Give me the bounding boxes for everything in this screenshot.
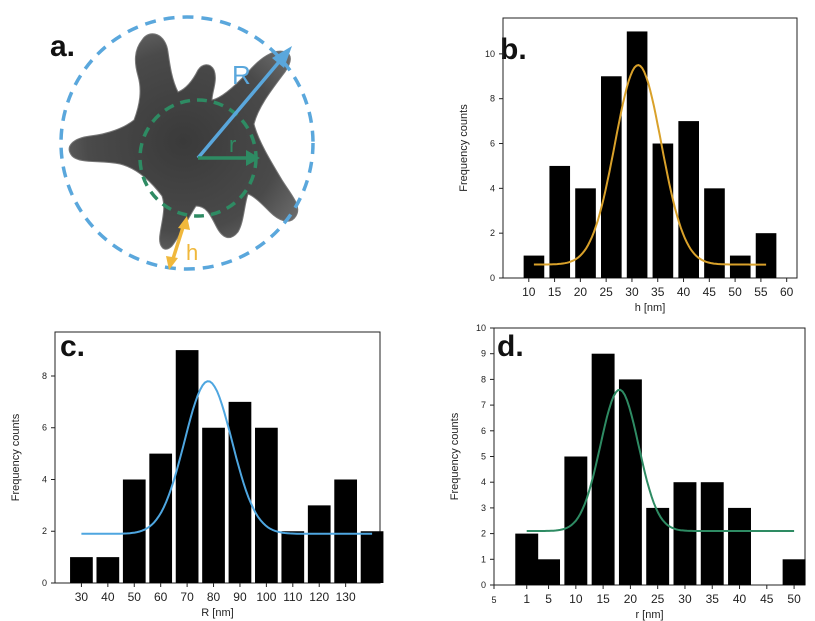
plot-frame-b bbox=[502, 17, 798, 279]
x-tick-label-c-9: 120 bbox=[309, 590, 329, 604]
x-tick-label-b-5: 35 bbox=[651, 285, 665, 299]
y-axis-label-c: Frequency counts bbox=[10, 413, 22, 501]
panel-b-letter: b. bbox=[500, 33, 527, 66]
x-tick-label-d-3: 10 bbox=[569, 592, 583, 606]
fit-curve-c bbox=[81, 380, 373, 535]
x-tick-label-b-7: 45 bbox=[703, 285, 717, 299]
bar-c-3 bbox=[149, 453, 173, 583]
x-tick-label-c-7: 100 bbox=[256, 590, 276, 604]
y-tick-label-c-2: 4 bbox=[42, 474, 47, 484]
bar-c-5 bbox=[202, 427, 225, 583]
bar-b-9 bbox=[755, 233, 777, 278]
bar-c-1 bbox=[96, 557, 120, 583]
bar-d-5 bbox=[646, 507, 670, 585]
y-tick-label-c-3: 6 bbox=[42, 423, 47, 433]
y-tick-label-b-5: 10 bbox=[485, 49, 495, 59]
y-tick-label-b-1: 2 bbox=[490, 228, 495, 238]
y-tick-label-d-1: 1 bbox=[481, 554, 486, 564]
y-axis-label-b: Frequency counts bbox=[458, 104, 470, 192]
x-tick-label-c-6: 90 bbox=[233, 590, 247, 604]
bar-c-0 bbox=[70, 557, 93, 583]
x-tick-label-d-1: 1 bbox=[523, 592, 530, 606]
x-axis-label-b: h [nm] bbox=[635, 302, 666, 314]
x-tick-label-b-9: 55 bbox=[754, 285, 768, 299]
x-tick-label-c-1: 40 bbox=[101, 590, 115, 604]
x-tick-label-d-2: 5 bbox=[545, 592, 552, 606]
bar-c-7 bbox=[255, 427, 278, 583]
y-tick-label-d-6: 6 bbox=[481, 426, 486, 436]
x-tick-label-d-9: 40 bbox=[733, 592, 747, 606]
panel-d-letter: d. bbox=[497, 330, 524, 363]
y-tick-label-d-0: 0 bbox=[481, 580, 486, 590]
y-tick-label-c-4: 8 bbox=[42, 371, 47, 381]
bar-c-10 bbox=[334, 479, 358, 583]
y-tick-label-b-4: 8 bbox=[490, 94, 495, 104]
x-tick-label-b-0: 10 bbox=[522, 285, 536, 299]
x-tick-label-c-4: 70 bbox=[180, 590, 194, 604]
bar-c-9 bbox=[307, 505, 331, 583]
bar-d-6 bbox=[673, 482, 697, 585]
x-tick-label-d-8: 35 bbox=[706, 592, 720, 606]
y-tick-label-d-3: 3 bbox=[481, 503, 486, 513]
y-tick-label-b-3: 6 bbox=[490, 139, 495, 149]
fit-curve-d bbox=[526, 388, 795, 532]
x-tick-label-b-3: 25 bbox=[599, 285, 613, 299]
x-tick-label-c-5: 80 bbox=[207, 590, 221, 604]
y-tick-label-c-0: 0 bbox=[42, 578, 47, 588]
bar-c-11 bbox=[360, 531, 384, 583]
x-tick-label-d-5: 20 bbox=[624, 592, 638, 606]
x-tick-label-d-10: 45 bbox=[760, 592, 774, 606]
x-tick-label-c-10: 130 bbox=[336, 590, 356, 604]
x-tick-label-c-0: 30 bbox=[75, 590, 89, 604]
fit-curve-b bbox=[533, 64, 767, 266]
y-axis-label-d: Frequency counts bbox=[449, 412, 461, 500]
bar-b-1 bbox=[549, 165, 571, 278]
y-tick-label-d-4: 4 bbox=[481, 477, 486, 487]
bar-c-8 bbox=[281, 531, 305, 583]
y-tick-label-d-9: 9 bbox=[481, 349, 486, 359]
x-tick-label-d-6: 25 bbox=[651, 592, 665, 606]
bar-d-7 bbox=[700, 482, 724, 585]
y-tick-label-d-2: 2 bbox=[481, 529, 486, 539]
y-tick-label-d-5: 5 bbox=[481, 452, 486, 462]
bar-d-10 bbox=[782, 559, 806, 585]
bar-b-7 bbox=[704, 188, 725, 278]
bar-b-4 bbox=[626, 31, 648, 279]
x-tick-label-c-2: 50 bbox=[128, 590, 142, 604]
x-tick-label-d-4: 15 bbox=[596, 592, 610, 606]
x-tick-label-c-3: 60 bbox=[154, 590, 168, 604]
x-tick-label-d-0: 5 bbox=[491, 595, 496, 605]
y-tick-label-c-1: 2 bbox=[42, 526, 47, 536]
bar-d-1 bbox=[537, 559, 561, 585]
x-tick-label-b-10: 60 bbox=[780, 285, 794, 299]
bar-b-8 bbox=[729, 255, 751, 278]
x-tick-label-d-11: 50 bbox=[787, 592, 801, 606]
bar-d-0 bbox=[515, 533, 539, 585]
y-tick-label-b-0: 0 bbox=[490, 273, 495, 283]
x-axis-label-d: r [nm] bbox=[635, 609, 663, 621]
x-axis-label-c: R [nm] bbox=[201, 607, 233, 619]
y-tick-label-b-2: 4 bbox=[490, 183, 495, 193]
x-tick-label-c-8: 110 bbox=[283, 590, 302, 604]
bar-b-0 bbox=[523, 255, 545, 278]
y-tick-label-d-8: 8 bbox=[481, 374, 486, 384]
x-tick-label-b-8: 50 bbox=[728, 285, 742, 299]
x-tick-label-b-1: 15 bbox=[548, 285, 562, 299]
y-tick-label-d-7: 7 bbox=[481, 400, 486, 410]
panel-c-letter: c. bbox=[60, 330, 86, 363]
bar-d-8 bbox=[728, 507, 751, 585]
bar-c-2 bbox=[122, 479, 146, 583]
x-tick-label-b-2: 20 bbox=[574, 285, 588, 299]
bar-b-3 bbox=[601, 76, 622, 278]
y-tick-label-d-10: 10 bbox=[476, 323, 486, 333]
x-tick-label-d-7: 30 bbox=[678, 592, 692, 606]
x-tick-label-b-4: 30 bbox=[625, 285, 639, 299]
bar-b-6 bbox=[678, 121, 699, 278]
x-tick-label-b-6: 40 bbox=[677, 285, 691, 299]
